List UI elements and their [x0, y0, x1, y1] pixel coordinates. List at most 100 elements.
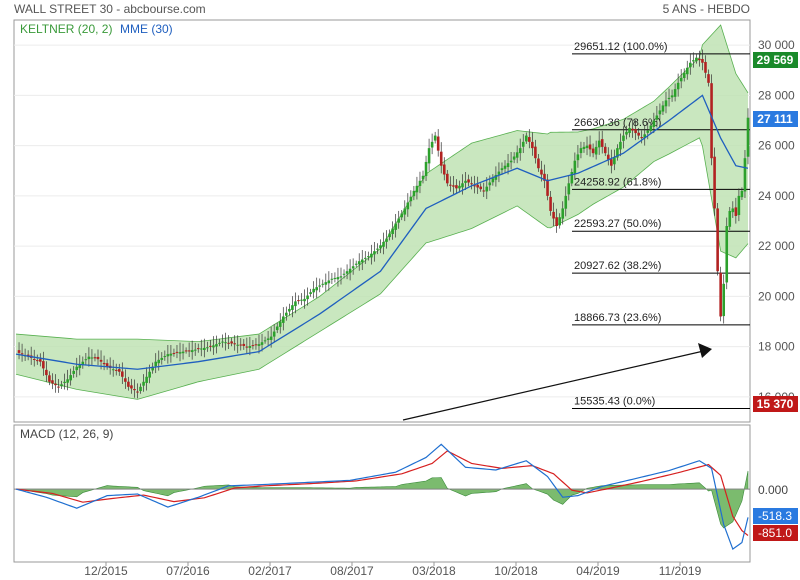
candle-body [698, 58, 701, 61]
candle-body [449, 184, 452, 186]
candle-body [297, 300, 300, 302]
candle-body [549, 196, 552, 211]
candle-body [32, 358, 36, 360]
candle-body [540, 169, 543, 175]
candle-body [561, 208, 565, 219]
candle-body [719, 272, 722, 317]
candle-body [415, 185, 419, 193]
signal-line [15, 450, 749, 536]
candle-body [354, 263, 358, 265]
candle-body [303, 298, 306, 302]
candle-body [136, 391, 139, 393]
price-tick-label: 28 000 [758, 88, 795, 102]
price-tick-label: 24 000 [758, 189, 795, 203]
candle-body [634, 129, 637, 134]
macd-value: -518.3 [758, 509, 792, 523]
signal-value: -851.0 [758, 526, 792, 540]
last-price-badge: 27 111 [753, 111, 798, 127]
candle-body [345, 271, 349, 274]
candle-body [570, 172, 574, 184]
macd-zero-label: 0.000 [758, 483, 788, 497]
candle-body [306, 295, 309, 300]
candle-body [446, 173, 449, 184]
fib-label: 20927.62 (38.2%) [574, 260, 661, 272]
candle-body [667, 97, 671, 100]
candle-body [102, 362, 106, 365]
candle-body [330, 278, 334, 280]
candle-body [546, 179, 549, 196]
candle-body [631, 128, 634, 131]
candle-body [333, 277, 337, 279]
candle-body [175, 351, 179, 353]
candle-body [169, 353, 173, 356]
candle-body [351, 266, 355, 269]
candle-body [63, 381, 66, 383]
candle-body [336, 277, 340, 280]
candle-body [60, 384, 63, 387]
candle-body [127, 381, 130, 387]
candle-body [90, 357, 94, 359]
time-tick-label: 02/2017 [248, 564, 292, 578]
candle-body [734, 207, 738, 216]
trend-arrowhead [698, 343, 712, 358]
candle-body [521, 141, 525, 147]
candle-body [157, 359, 161, 364]
candle-body [746, 117, 750, 157]
candle-body [145, 376, 148, 383]
candle-body [473, 185, 476, 187]
candle-body [458, 185, 461, 189]
candle-body [558, 217, 561, 226]
candle-body [640, 137, 643, 139]
signal-value-badge: -851.0 [753, 525, 798, 541]
candle-body [576, 154, 580, 161]
candle-body [597, 140, 601, 148]
candle-body [391, 228, 394, 235]
trend-line [402, 349, 709, 421]
candle-body [163, 356, 167, 358]
candle-body [704, 61, 707, 73]
candle-body [379, 245, 382, 249]
candle-body [688, 62, 692, 68]
candle-body [20, 353, 24, 355]
price-tick-label: 18 000 [758, 340, 795, 354]
candle-body [658, 110, 662, 115]
candle-body [339, 276, 343, 278]
candle-body [360, 259, 364, 263]
candle-body [661, 105, 665, 112]
candle-body [655, 115, 659, 120]
candle-body [75, 366, 79, 371]
candle-body [224, 342, 227, 344]
candle-body [409, 196, 413, 202]
candle-body [206, 347, 209, 349]
candle-body [518, 148, 522, 154]
candle-body [488, 182, 492, 186]
keltner-legend: KELTNER (20, 2) [20, 22, 112, 36]
macd-plot [14, 443, 750, 551]
candle-body [312, 288, 315, 293]
candle-body [139, 386, 142, 392]
candle-body [121, 371, 124, 377]
candle-body [509, 160, 513, 163]
keltner-band [15, 24, 749, 400]
candle-body [716, 208, 719, 272]
candle-body [382, 241, 385, 247]
last-price-value: 27 111 [757, 112, 793, 126]
candle-body [394, 223, 397, 230]
candle-body [193, 349, 197, 351]
candle-body [388, 233, 391, 238]
candle-body [531, 141, 534, 149]
candle-body [218, 342, 221, 344]
candle-body [151, 366, 154, 371]
keltner-upper-line [15, 24, 749, 343]
candle-body [209, 345, 212, 347]
candle-body [72, 370, 76, 374]
candle-body [48, 375, 51, 382]
time-tick-label: 10/2018 [494, 564, 538, 578]
candle-body [701, 58, 704, 63]
candle-body [257, 344, 261, 346]
candle-body [272, 331, 276, 337]
candle-body [485, 186, 489, 192]
candle-body [482, 190, 486, 192]
